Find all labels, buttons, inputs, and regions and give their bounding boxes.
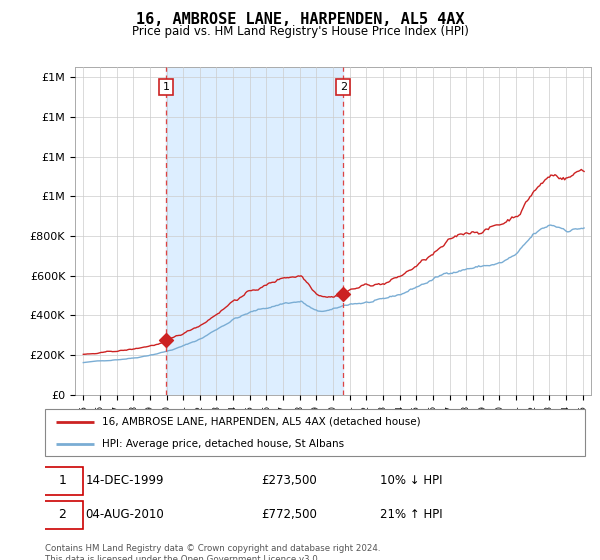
FancyBboxPatch shape [45,409,585,456]
FancyBboxPatch shape [42,501,83,529]
Text: 2: 2 [58,508,66,521]
Text: HPI: Average price, detached house, St Albans: HPI: Average price, detached house, St A… [101,438,344,449]
Text: Contains HM Land Registry data © Crown copyright and database right 2024.
This d: Contains HM Land Registry data © Crown c… [45,544,380,560]
Text: 16, AMBROSE LANE, HARPENDEN, AL5 4AX: 16, AMBROSE LANE, HARPENDEN, AL5 4AX [136,12,464,27]
Bar [166,67,343,395]
Text: 16, AMBROSE LANE, HARPENDEN, AL5 4AX (detached house): 16, AMBROSE LANE, HARPENDEN, AL5 4AX (de… [101,417,421,427]
FancyBboxPatch shape [42,467,83,495]
Point [161,336,170,345]
Text: 04-AUG-2010: 04-AUG-2010 [86,508,164,521]
Text: 1: 1 [58,474,66,487]
Text: 10% ↓ HPI: 10% ↓ HPI [380,474,442,487]
Text: 14-DEC-1999: 14-DEC-1999 [86,474,164,487]
Text: Price paid vs. HM Land Registry's House Price Index (HPI): Price paid vs. HM Land Registry's House … [131,25,469,38]
Text: 1: 1 [163,82,169,92]
Text: 2: 2 [340,82,347,92]
Text: £273,500: £273,500 [261,474,317,487]
Point [338,289,348,298]
Text: 21% ↑ HPI: 21% ↑ HPI [380,508,442,521]
Text: £772,500: £772,500 [261,508,317,521]
